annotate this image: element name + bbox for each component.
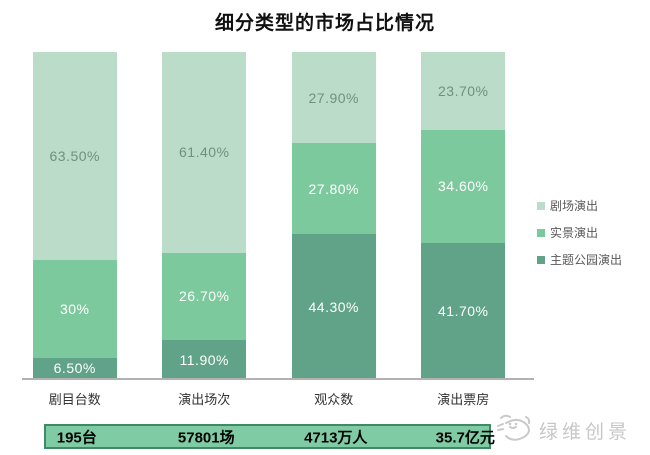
segment-label: 34.60% bbox=[438, 178, 489, 195]
legend-swatch-icon bbox=[537, 201, 545, 210]
bar-segment: 26.70% bbox=[162, 252, 247, 341]
x-axis-labels: 剧目台数 演出场次 观众数 演出票房 bbox=[10, 389, 528, 408]
bar-segment: 23.70% bbox=[421, 52, 506, 130]
legend-label: 主题公园演出 bbox=[550, 253, 623, 267]
bar-column: 23.70% 34.60% 41.70% bbox=[399, 52, 529, 379]
legend-label: 实景演出 bbox=[550, 226, 599, 240]
segment-label: 6.50% bbox=[53, 360, 96, 377]
legend-item: 实景演出 bbox=[537, 224, 622, 241]
legend: 剧场演出实景演出主题公园演出 bbox=[537, 197, 622, 268]
x-axis-label: 演出票房 bbox=[437, 392, 490, 407]
segment-label: 44.30% bbox=[308, 298, 359, 315]
legend-label: 剧场演出 bbox=[550, 199, 599, 213]
segment-label: 11.90% bbox=[179, 351, 229, 368]
total-value: 57801场 bbox=[177, 429, 235, 446]
bar-segment: 30% bbox=[32, 259, 117, 358]
segment-label: 27.80% bbox=[308, 180, 359, 197]
segment-label: 63.50% bbox=[49, 147, 100, 164]
segment-label: 41.70% bbox=[438, 302, 489, 319]
bar-column: 27.90% 27.80% 44.30% bbox=[269, 52, 399, 379]
bar-segment: 63.50% bbox=[32, 52, 117, 260]
legend-swatch-icon bbox=[537, 228, 545, 237]
stacked-bar: 27.90% 27.80% 44.30% bbox=[291, 52, 376, 379]
stacked-bar: 23.70% 34.60% 41.70% bbox=[421, 52, 506, 379]
bar-segment: 44.30% bbox=[291, 234, 376, 379]
bar-segment: 41.70% bbox=[421, 242, 506, 379]
x-axis-label: 剧目台数 bbox=[48, 392, 101, 407]
stacked-bar: 63.50% 30% 6.50% bbox=[32, 52, 117, 379]
legend-swatch-icon bbox=[537, 255, 545, 264]
bird-logo-icon bbox=[497, 414, 531, 441]
x-axis-label: 演出场次 bbox=[178, 392, 231, 407]
bar-column: 63.50% 30% 6.50% bbox=[10, 52, 140, 379]
bar-segment: 61.40% bbox=[162, 52, 247, 253]
total-value: 195台 bbox=[56, 429, 97, 446]
stacked-bar: 61.40% 26.70% 11.90% bbox=[162, 52, 247, 379]
bar-segment: 27.80% bbox=[291, 143, 376, 235]
segment-label: 27.90% bbox=[308, 89, 359, 106]
legend-item: 剧场演出 bbox=[537, 197, 622, 214]
bar-segment: 11.90% bbox=[162, 340, 247, 379]
x-axis-line bbox=[22, 378, 534, 380]
segment-label: 23.70% bbox=[438, 82, 489, 99]
x-axis-label: 观众数 bbox=[314, 392, 354, 407]
bar-segment: 34.60% bbox=[421, 129, 506, 243]
chart-title: 细分类型的市场占比情况 bbox=[214, 13, 435, 34]
total-value: 35.7亿元 bbox=[435, 429, 495, 446]
plot-area: 63.50% 30% 6.50% 61.40% 26.70% 11.90% 27.90% 27… bbox=[10, 52, 528, 379]
totals-strip: 195台 57801场 4713万人 35.7亿元 bbox=[44, 424, 495, 449]
segment-label: 26.70% bbox=[179, 288, 230, 305]
segment-label: 30% bbox=[59, 300, 90, 317]
bar-segment: 6.50% bbox=[32, 357, 117, 379]
segment-label: 61.40% bbox=[179, 144, 230, 161]
bar-column: 61.40% 26.70% 11.90% bbox=[140, 52, 270, 379]
total-value: 4713万人 bbox=[304, 429, 368, 446]
bar-segment: 27.90% bbox=[291, 52, 376, 144]
watermark: 绿维创景 bbox=[496, 413, 631, 447]
legend-item: 主题公园演出 bbox=[537, 251, 622, 268]
watermark-text: 绿维创景 bbox=[539, 421, 632, 443]
